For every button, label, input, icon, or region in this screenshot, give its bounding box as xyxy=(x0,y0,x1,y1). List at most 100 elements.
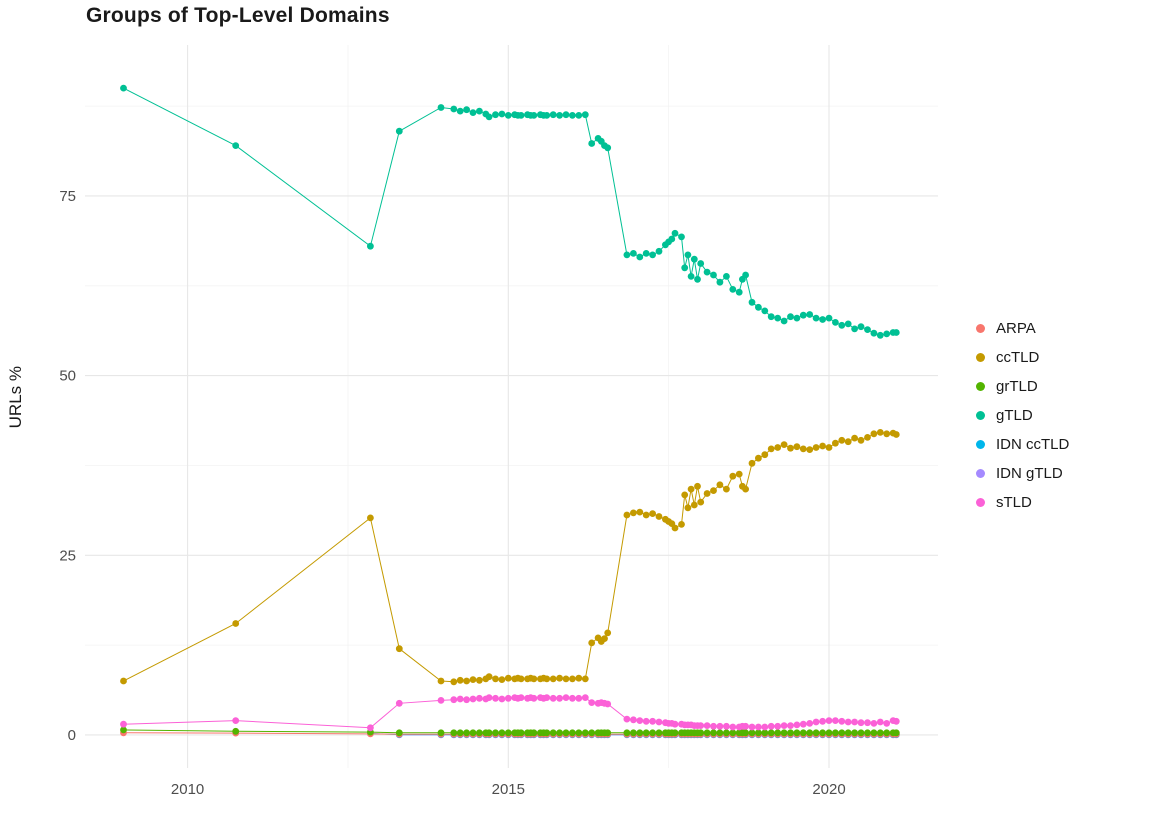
data-point-stld xyxy=(642,717,650,725)
data-point-cctld xyxy=(723,485,730,493)
data-point-grtld xyxy=(892,729,900,737)
data-point-gtld xyxy=(735,288,743,296)
chart-title: Groups of Top-Level Domains xyxy=(86,4,390,27)
data-point-grtld xyxy=(630,729,637,737)
data-point-stld xyxy=(851,718,858,726)
data-point-gtld xyxy=(623,251,631,259)
data-point-cctld xyxy=(492,675,499,683)
data-point-grtld xyxy=(793,729,801,737)
data-point-cctld xyxy=(748,459,756,467)
data-point-gtld xyxy=(681,264,689,272)
x-tick-label: 2010 xyxy=(171,781,204,798)
data-point-cctld xyxy=(463,677,470,685)
data-point-cctld xyxy=(504,674,512,682)
data-point-cctld xyxy=(671,524,679,532)
data-point-stld xyxy=(450,696,458,704)
data-point-stld xyxy=(710,722,717,730)
data-point-cctld xyxy=(485,673,493,681)
data-point-cctld xyxy=(604,629,612,637)
y-tick-label: 50 xyxy=(59,368,76,385)
series-line-cctld xyxy=(123,431,897,683)
data-point-grtld xyxy=(549,729,557,737)
data-point-grtld xyxy=(761,729,769,737)
legend-label: sTLD xyxy=(996,493,1032,511)
data-point-stld xyxy=(787,722,794,729)
data-point-cctld xyxy=(588,639,596,647)
data-point-cctld xyxy=(694,482,701,490)
data-point-gtld xyxy=(678,233,685,241)
data-point-grtld xyxy=(748,729,756,737)
data-point-cctld xyxy=(562,675,570,683)
legend-item-idn-cctld: IDN ccTLD xyxy=(976,434,1069,454)
data-point-grtld xyxy=(742,729,749,737)
data-point-cctld xyxy=(838,436,846,444)
data-point-cctld xyxy=(876,429,884,436)
data-point-stld xyxy=(844,718,852,726)
legend-label: ccTLD xyxy=(996,348,1040,366)
data-point-gtld xyxy=(498,110,506,118)
data-point-grtld xyxy=(642,729,650,737)
data-point-gtld xyxy=(684,251,692,259)
data-point-grtld xyxy=(703,729,711,737)
data-point-cctld xyxy=(742,485,749,493)
data-point-grtld xyxy=(463,729,470,737)
data-point-gtld xyxy=(232,142,240,150)
data-point-grtld xyxy=(437,729,445,737)
data-point-stld xyxy=(793,721,801,729)
data-point-gtld xyxy=(729,286,737,293)
data-point-stld xyxy=(864,719,871,727)
data-point-gtld xyxy=(450,105,458,113)
data-point-stld xyxy=(562,694,570,701)
data-point-stld xyxy=(588,699,596,706)
legend-item-gtld: gTLD xyxy=(976,405,1069,425)
data-point-gtld xyxy=(851,325,858,333)
data-point-gtld xyxy=(517,112,525,119)
data-point-cctld xyxy=(819,442,826,450)
y-tick-label: 75 xyxy=(59,188,76,205)
data-point-stld xyxy=(716,722,724,730)
data-point-stld xyxy=(517,694,525,701)
data-point-cctld xyxy=(367,514,374,522)
data-point-cctld xyxy=(729,472,737,480)
data-point-gtld xyxy=(806,311,814,318)
data-point-gtld xyxy=(793,314,801,322)
data-point-stld xyxy=(569,694,576,702)
data-point-grtld xyxy=(498,729,506,737)
data-point-stld xyxy=(838,717,846,725)
data-point-cctld xyxy=(870,430,878,438)
data-point-stld xyxy=(623,715,631,723)
legend-label: IDN gTLD xyxy=(996,464,1063,482)
data-point-stld xyxy=(549,694,557,702)
data-point-grtld xyxy=(767,729,775,737)
data-point-gtld xyxy=(697,260,705,267)
data-point-cctld xyxy=(450,678,458,686)
data-point-stld xyxy=(630,716,637,724)
data-point-cctld xyxy=(575,674,583,682)
data-point-gtld xyxy=(703,268,711,276)
data-point-grtld xyxy=(671,729,679,737)
data-point-cctld xyxy=(476,676,483,684)
data-point-grtld xyxy=(697,729,705,737)
data-point-gtld xyxy=(668,235,676,243)
legend-marker-arpa xyxy=(976,323,985,333)
legend-marker-stld xyxy=(976,497,985,507)
data-point-gtld xyxy=(687,273,695,280)
data-point-gtld xyxy=(787,313,794,321)
data-point-stld xyxy=(498,695,506,703)
data-point-stld xyxy=(492,694,499,702)
data-point-grtld xyxy=(562,729,570,737)
data-point-grtld xyxy=(870,729,878,737)
data-point-cctld xyxy=(630,509,637,517)
data-point-stld xyxy=(780,722,788,729)
data-point-stld xyxy=(876,718,884,726)
data-point-cctld xyxy=(799,445,807,453)
data-point-grtld xyxy=(729,729,737,737)
data-point-cctld xyxy=(806,446,814,453)
data-point-gtld xyxy=(456,107,464,115)
legend-label: IDN ccTLD xyxy=(996,435,1070,453)
data-point-stld xyxy=(812,718,820,726)
data-point-grtld xyxy=(636,729,644,737)
data-point-cctld xyxy=(755,454,762,462)
series-line-gtld xyxy=(123,87,897,336)
